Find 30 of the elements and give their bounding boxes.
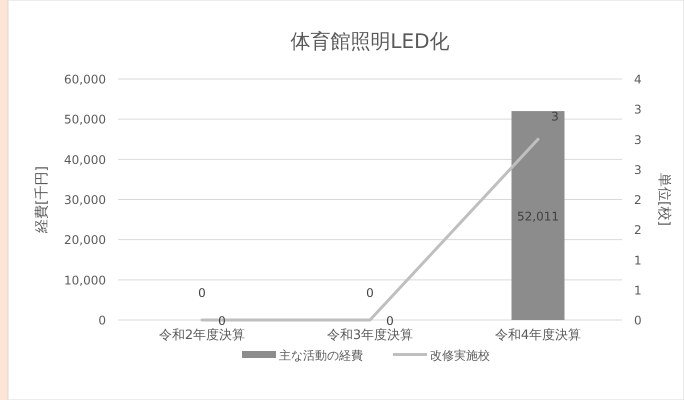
y2-tick-label: 3 [634, 162, 642, 177]
data-label: 0 [386, 314, 394, 328]
y-tick-label: 20,000 [64, 233, 106, 248]
y-axis-title: 経費[千円] [34, 166, 50, 234]
x-tick-label: 令和2年度決算 [158, 327, 246, 343]
y-tick-label: 60,000 [64, 72, 106, 86]
chart-title: 体育館照明LED化 [290, 29, 450, 53]
y-tick-label: 40,000 [64, 152, 106, 167]
y2-axis-title: 単位[校] [656, 173, 672, 226]
data-label: 0 [366, 286, 374, 300]
y2-tick-label: 1 [634, 253, 642, 268]
y-tick-label: 30,000 [64, 193, 106, 207]
y2-tick-label: 0 [634, 314, 642, 328]
y2-tick-label: 3 [634, 102, 642, 117]
y2-tick-label: 4 [634, 72, 642, 86]
data-label: 52,011 [517, 210, 559, 224]
y-tick-label: 50,000 [64, 112, 106, 127]
y-tick-label: 0 [98, 314, 106, 328]
y2-tick-label: 2 [634, 193, 642, 207]
data-label: 3 [551, 109, 559, 124]
y2-tick-label: 3 [634, 132, 642, 147]
data-label: 0 [198, 286, 206, 300]
x-tick-label: 令和4年度決算 [494, 327, 582, 343]
data-label: 0 [218, 314, 226, 328]
y2-tick-label: 2 [634, 223, 642, 238]
y2-tick-label: 1 [634, 283, 642, 298]
x-tick-label: 令和3年度決算 [326, 327, 414, 343]
legend-label: 改修実施校 [430, 348, 490, 362]
y-tick-label: 10,000 [64, 273, 106, 288]
legend-label: 主な活動の経費 [279, 348, 363, 362]
